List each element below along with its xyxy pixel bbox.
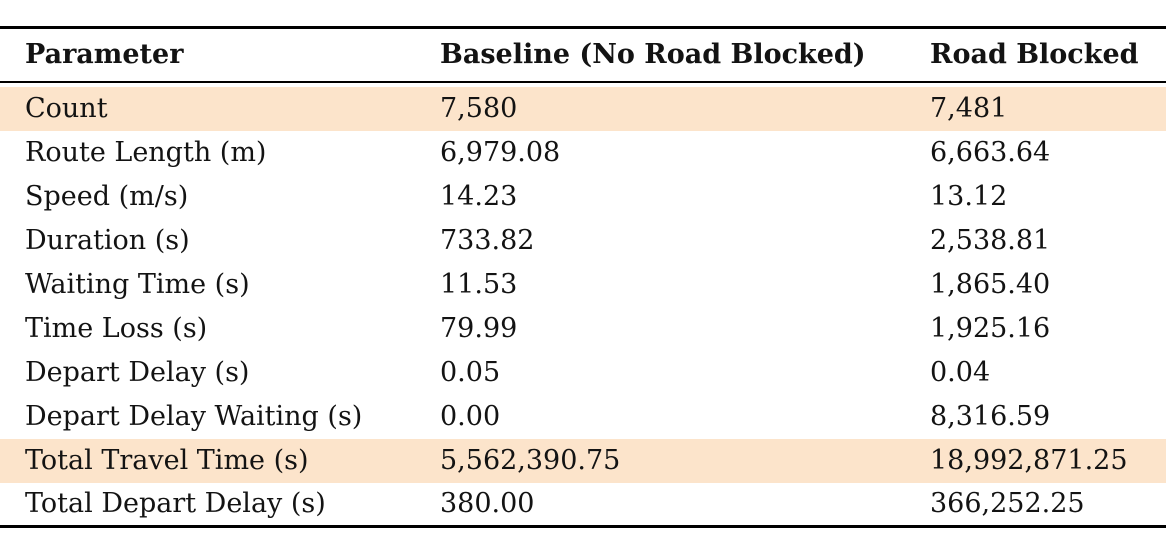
baseline-value-cell: 79.99 [440,313,518,344]
table-row: Depart Delay Waiting (s) 0.00 8,316.59 [0,395,1166,439]
baseline-value-cell: 7,580 [440,86,930,131]
road-blocked-value-cell: 13.12 [930,181,1008,212]
road-blocked-value-cell: 18,992,871.25 [930,438,1166,483]
table-row: Speed (m/s) 14.23 13.12 [0,175,1166,219]
table-row: Duration (s) 733.82 2,538.81 [0,219,1166,263]
road-blocked-value-cell: 0.04 [930,357,991,388]
table-row: Route Length (m) 6,979.08 6,663.64 [0,131,1166,175]
parameter-cell: Total Depart Delay (s) [25,488,326,520]
table-row: Total Depart Delay (s) 380.00 366,252.25 [0,483,1166,527]
parameter-cell: Duration (s) [25,225,190,256]
parameter-cell: Route Length (m) [25,137,267,168]
baseline-value-cell: 5,562,390.75 [440,438,930,483]
results-table: Parameter Baseline (No Road Blocked) Roa… [0,26,1166,528]
parameter-cell: Depart Delay (s) [25,357,250,388]
road-blocked-value-cell: 6,663.64 [930,137,1051,168]
header-gap-row [0,81,1166,87]
baseline-value-cell: 733.82 [440,225,535,256]
parameter-cell: Count [0,86,440,131]
table-row: Count 7,580 7,481 [0,86,1166,131]
parameter-cell: Total Travel Time (s) [0,438,440,483]
parameter-cell: Time Loss (s) [25,313,208,344]
baseline-value-cell: 380.00 [440,488,535,520]
road-blocked-value-cell: 7,481 [930,86,1166,131]
parameter-cell: Speed (m/s) [25,181,189,212]
parameter-cell: Waiting Time (s) [25,269,250,300]
baseline-value-cell: 0.05 [440,357,501,388]
baseline-value-cell: 6,979.08 [440,137,561,168]
road-blocked-value-cell: 1,865.40 [930,269,1051,300]
road-blocked-value-cell: 8,316.59 [930,401,1051,432]
column-header-parameter: Parameter [0,27,440,83]
table-body: Count 7,580 7,481 Route Length (m) 6,979… [0,81,1166,527]
baseline-value-cell: 0.00 [440,401,501,432]
table-header: Parameter Baseline (No Road Blocked) Roa… [0,27,1166,83]
road-blocked-value-cell: 366,252.25 [930,488,1085,520]
baseline-value-cell: 11.53 [440,269,518,300]
road-blocked-value-cell: 2,538.81 [930,225,1051,256]
column-header-road-blocked: Road Blocked [930,27,1166,83]
header-gap-cell [0,81,1166,87]
parameter-cell: Depart Delay Waiting (s) [25,401,363,432]
table-row: Time Loss (s) 79.99 1,925.16 [0,307,1166,351]
table-row: Total Travel Time (s) 5,562,390.75 18,99… [0,438,1166,483]
header-row: Parameter Baseline (No Road Blocked) Roa… [0,27,1166,83]
column-header-baseline: Baseline (No Road Blocked) [440,27,930,83]
table-row: Depart Delay (s) 0.05 0.04 [0,351,1166,395]
road-blocked-value-cell: 1,925.16 [930,313,1051,344]
baseline-value-cell: 14.23 [440,181,518,212]
table-row: Waiting Time (s) 11.53 1,865.40 [0,263,1166,307]
